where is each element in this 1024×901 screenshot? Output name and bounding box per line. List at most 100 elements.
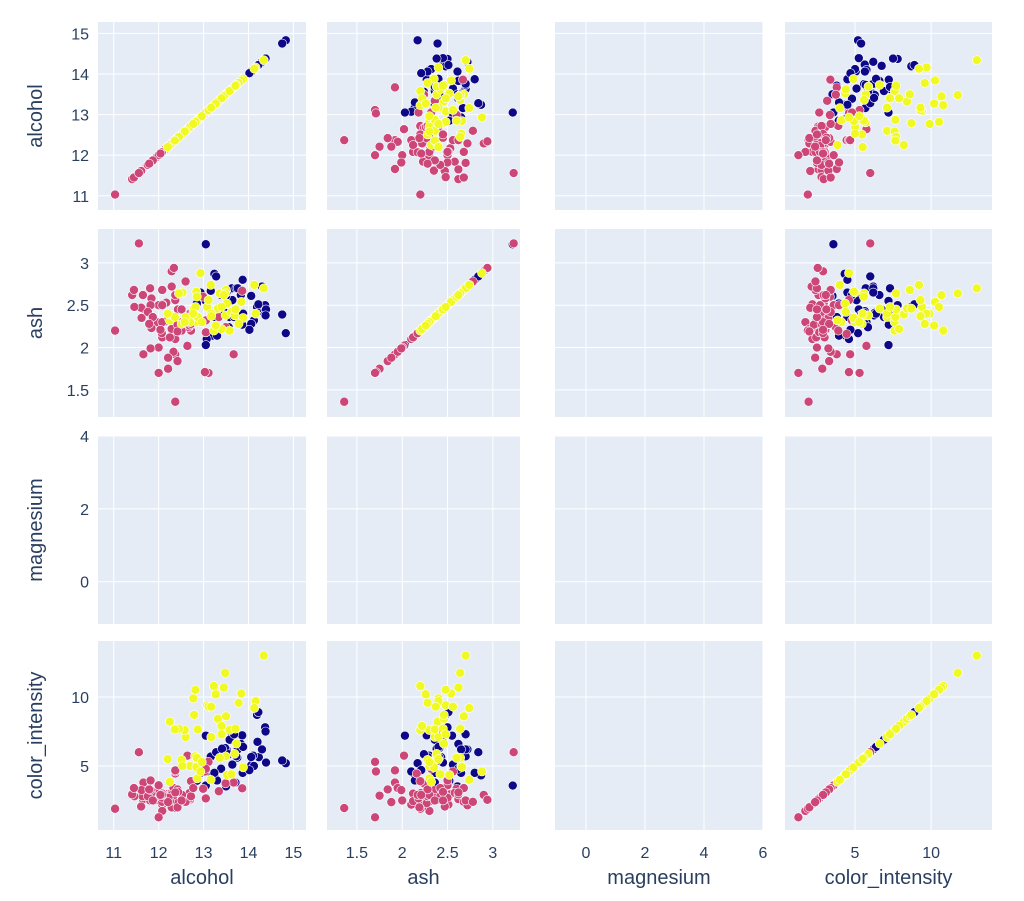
data-point <box>857 754 868 764</box>
data-point <box>416 68 427 78</box>
data-point <box>899 140 909 150</box>
data-point <box>370 812 380 823</box>
data-point <box>396 157 407 168</box>
data-point <box>810 276 821 287</box>
data-point <box>793 812 804 823</box>
data-point <box>415 776 426 786</box>
data-point <box>863 81 874 92</box>
data-point <box>868 56 879 67</box>
data-point <box>230 304 241 315</box>
data-point <box>422 698 433 708</box>
data-point <box>424 126 435 137</box>
panel-alcohol-vs-magnesium <box>555 22 763 210</box>
data-point <box>216 729 227 740</box>
data-point <box>188 693 199 704</box>
data-point <box>462 138 473 149</box>
data-point <box>453 91 464 102</box>
data-point <box>803 396 814 407</box>
data-point <box>824 158 834 169</box>
data-point <box>825 172 836 183</box>
data-point <box>508 747 519 757</box>
data-point <box>400 107 410 118</box>
data-point <box>825 119 836 129</box>
data-point <box>440 302 451 312</box>
data-point <box>220 668 230 678</box>
data-point <box>430 102 441 113</box>
data-point <box>859 95 869 105</box>
data-point <box>457 762 467 772</box>
data-point <box>823 343 834 354</box>
data-point <box>244 324 255 335</box>
data-point <box>812 129 822 140</box>
data-point <box>857 142 868 152</box>
data-point <box>451 115 462 126</box>
data-point <box>206 311 217 322</box>
data-point <box>824 319 834 329</box>
data-point <box>415 189 426 200</box>
data-point <box>805 166 816 176</box>
data-point <box>237 730 248 741</box>
data-point <box>810 141 820 152</box>
panel-magnesium-vs-magnesium <box>555 436 763 624</box>
data-point <box>816 121 827 131</box>
data-point <box>210 689 221 700</box>
data-point <box>825 110 835 120</box>
data-point <box>228 349 239 360</box>
data-point <box>129 783 139 793</box>
data-point <box>821 304 832 315</box>
data-point <box>440 685 451 695</box>
data-point <box>856 38 866 49</box>
data-point <box>218 290 229 300</box>
y-tick-label: 14 <box>71 67 89 84</box>
data-point <box>952 668 963 678</box>
data-point <box>456 744 466 755</box>
data-point <box>453 164 464 175</box>
data-point <box>253 299 264 310</box>
data-point <box>812 155 822 166</box>
x-tick-label: 2 <box>398 845 407 862</box>
data-point <box>894 93 904 104</box>
data-point <box>179 317 190 327</box>
data-point <box>820 135 831 145</box>
data-point <box>258 650 269 661</box>
data-point <box>138 349 149 360</box>
data-point <box>865 168 876 178</box>
y-axis-title: alcohol <box>25 84 47 147</box>
data-point <box>793 150 804 160</box>
data-point <box>180 276 191 287</box>
y-tick-label: 1.5 <box>67 383 89 400</box>
data-point <box>455 132 465 142</box>
data-point <box>224 325 235 336</box>
data-point <box>230 80 241 91</box>
data-point <box>201 793 211 804</box>
data-point <box>929 98 939 109</box>
data-point <box>464 103 475 113</box>
data-point <box>938 325 949 336</box>
data-point <box>214 786 224 797</box>
data-point <box>165 777 175 787</box>
data-point <box>424 757 435 767</box>
data-point <box>400 730 410 741</box>
data-point <box>182 341 193 351</box>
data-point <box>237 286 248 296</box>
data-point <box>166 281 177 292</box>
data-point <box>482 136 493 147</box>
data-point <box>386 797 397 807</box>
data-point <box>455 723 465 734</box>
data-point <box>439 738 449 749</box>
data-point <box>261 757 271 768</box>
data-point <box>200 367 210 377</box>
data-point <box>905 285 915 295</box>
data-point <box>192 724 203 735</box>
data-point <box>190 685 201 695</box>
y-tick-label: 13 <box>71 108 89 125</box>
data-point <box>145 343 156 354</box>
data-point <box>371 766 381 777</box>
data-point <box>177 761 188 771</box>
data-point <box>850 128 860 139</box>
data-point <box>834 774 845 785</box>
data-point <box>233 698 244 708</box>
data-point <box>246 291 256 301</box>
data-point <box>464 774 475 785</box>
data-point <box>906 303 917 314</box>
